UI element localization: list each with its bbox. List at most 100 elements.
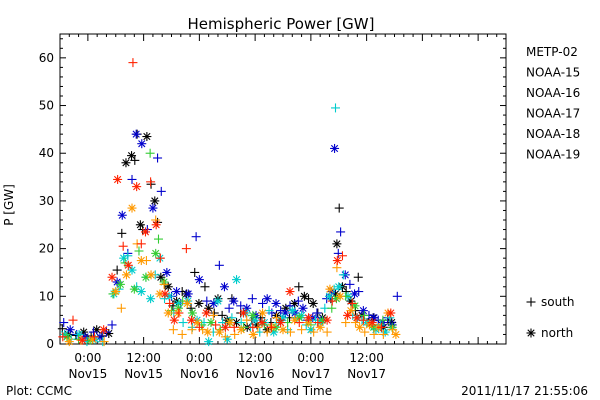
- point-noaa-19-north: [367, 318, 377, 328]
- marker-stroke: [347, 306, 355, 315]
- marker-stroke: [272, 299, 280, 308]
- point-noaa-19-south: [118, 241, 128, 251]
- marker-stroke: [243, 304, 251, 312]
- marker-stroke: [220, 283, 229, 291]
- point-metp-02-north: [194, 298, 204, 308]
- marker-stroke: [143, 132, 151, 141]
- marker-stroke: [172, 287, 181, 296]
- point-metp-02-north: [290, 298, 300, 308]
- point-noaa-19-north: [220, 322, 230, 332]
- point-noaa-18-south: [297, 325, 307, 335]
- marker-stroke: [141, 228, 150, 236]
- marker-stroke: [149, 204, 157, 212]
- marker-legend: south north: [526, 295, 575, 340]
- point-noaa-18-south: [220, 332, 230, 342]
- point-noaa-16-north: [136, 287, 146, 297]
- point-noaa-16-north: [380, 327, 390, 337]
- marker-stroke: [75, 330, 83, 339]
- marker-stroke: [174, 304, 183, 312]
- point-noaa-16-north: [287, 306, 297, 316]
- marker-stroke: [187, 316, 196, 324]
- point-noaa-15-south: [333, 248, 343, 258]
- marker-stroke: [113, 175, 122, 184]
- marker-stroke: [369, 323, 378, 331]
- point-metp-02-south: [353, 272, 363, 282]
- point-noaa-17-south: [134, 246, 144, 256]
- marker-stroke: [392, 330, 400, 339]
- marker-stroke: [323, 316, 331, 324]
- x-tick-date-label: Nov15: [69, 367, 108, 381]
- marker-stroke: [215, 328, 223, 336]
- point-noaa-16-north: [222, 334, 232, 344]
- point-metp-02-south: [209, 308, 219, 318]
- point-noaa-19-south: [376, 322, 386, 332]
- point-noaa-19-north: [332, 256, 342, 266]
- point-noaa-18-north: [64, 337, 74, 347]
- point-noaa-18-south: [168, 325, 178, 335]
- marker-stroke: [100, 326, 108, 334]
- point-noaa-17-north: [206, 318, 216, 328]
- point-noaa-15-south: [345, 279, 355, 289]
- legend-entry-noaa-19: NOAA-19: [526, 148, 580, 162]
- point-noaa-19-north: [352, 313, 362, 323]
- marker-stroke: [258, 318, 266, 327]
- marker-stroke: [136, 221, 145, 229]
- point-noaa-19-north: [123, 260, 133, 270]
- point-noaa-19-north: [77, 335, 87, 345]
- point-noaa-18-north: [182, 298, 192, 308]
- marker-stroke: [128, 204, 136, 212]
- x-tick-time-label: 12:00: [126, 351, 161, 365]
- marker-stroke: [249, 311, 257, 320]
- legend-entry-noaa-17: NOAA-17: [526, 107, 580, 121]
- marker-stroke: [152, 249, 160, 258]
- marker-stroke: [207, 318, 215, 327]
- point-noaa-18-south: [341, 318, 351, 328]
- point-noaa-18-south: [322, 327, 332, 337]
- marker-stroke: [356, 323, 364, 331]
- marker-stroke: [188, 309, 197, 317]
- marker-stroke: [163, 268, 171, 277]
- point-noaa-18-north: [121, 270, 131, 280]
- point-noaa-19-south: [89, 332, 99, 342]
- marker-stroke: [165, 292, 173, 300]
- marker-stroke: [113, 278, 121, 286]
- point-noaa-19-south: [128, 58, 138, 68]
- point-noaa-19-south: [211, 320, 221, 330]
- marker-stroke: [152, 221, 160, 229]
- marker-stroke: [204, 328, 212, 336]
- point-metp-02-north: [346, 296, 356, 306]
- point-noaa-19-south: [337, 251, 347, 261]
- point-metp-02-south: [304, 294, 314, 304]
- point-metp-02-north: [150, 196, 160, 206]
- marker-stroke: [239, 309, 248, 317]
- point-noaa-19-south: [347, 298, 357, 308]
- point-noaa-15-south: [214, 260, 224, 270]
- marker-stroke: [343, 311, 352, 320]
- marker-stroke: [78, 336, 86, 344]
- marker-stroke: [151, 197, 159, 205]
- point-noaa-19-north: [151, 220, 161, 230]
- point-noaa-15-north: [148, 203, 158, 213]
- point-noaa-16-north: [146, 294, 156, 304]
- point-noaa-19-north: [343, 310, 353, 320]
- point-metp-02-south: [130, 155, 140, 165]
- point-metp-02-south: [117, 228, 127, 238]
- marker-stroke: [132, 130, 140, 138]
- y-tick-label: 50: [39, 99, 54, 113]
- marker-stroke: [333, 256, 341, 265]
- point-noaa-16-south: [330, 103, 340, 113]
- marker-stroke: [183, 299, 191, 308]
- point-noaa-17-south: [359, 310, 369, 320]
- marker-stroke: [251, 316, 259, 324]
- x-tick-date-label: Nov16: [180, 367, 219, 381]
- point-metp-02-south: [334, 203, 344, 213]
- y-axis: 0 10 20 30 40 50 60: [39, 38, 506, 351]
- point-noaa-15-north: [262, 294, 272, 304]
- point-noaa-18-south: [187, 325, 197, 335]
- y-tick-label: 40: [39, 146, 54, 160]
- marker-stroke: [527, 329, 535, 337]
- point-noaa-19-south: [181, 244, 191, 254]
- marker-stroke: [127, 151, 136, 160]
- marker-legend-label: south: [541, 295, 575, 309]
- point-metp-02-north: [121, 158, 131, 168]
